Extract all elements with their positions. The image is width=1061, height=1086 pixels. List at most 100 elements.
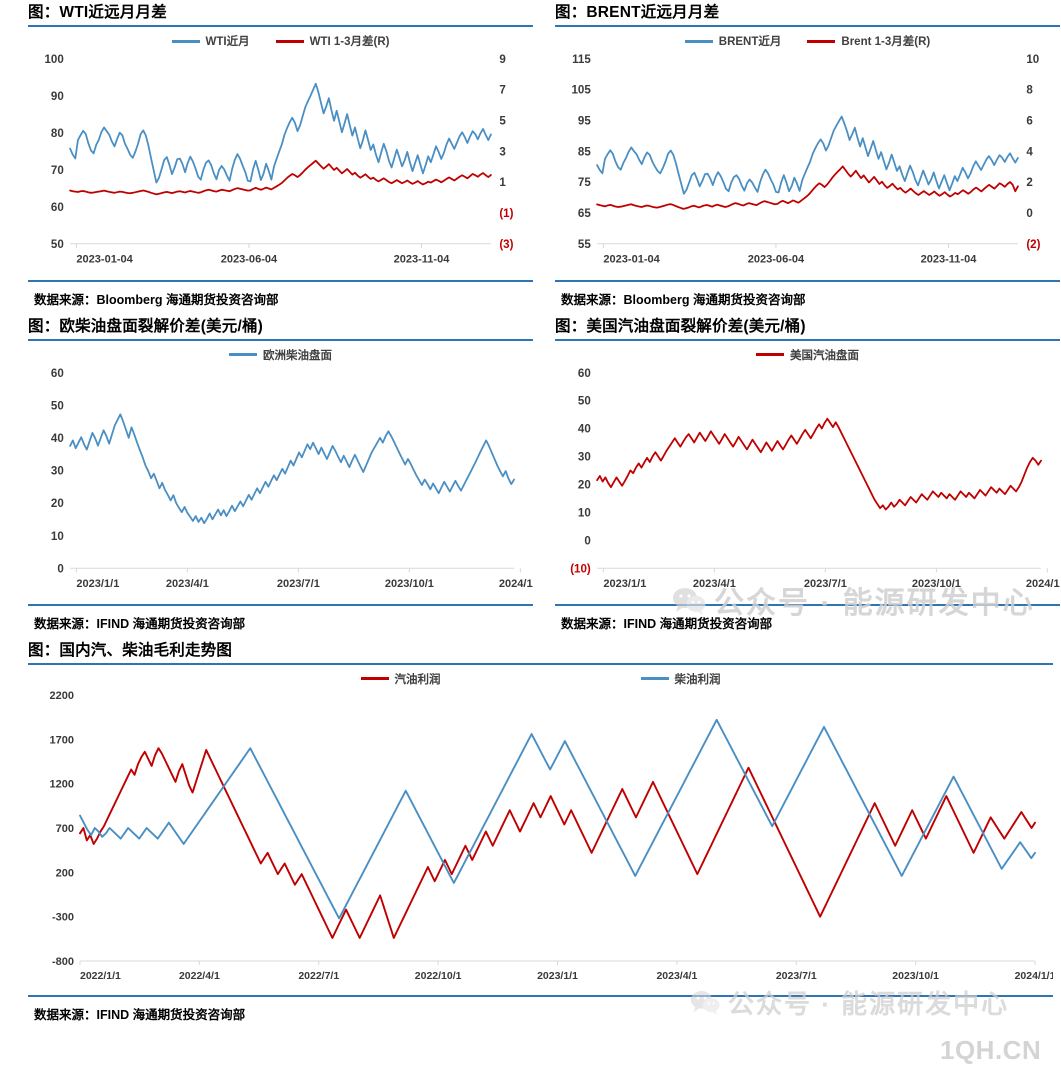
chart-eu-diesel: 60 50 40 30 20 10 0 2023/1/1 2023/4/1 2023/7/1 202… xyxy=(28,341,533,604)
svg-text:2023-11-04: 2023-11-04 xyxy=(921,254,978,266)
chart-svg-brent: 115 105 95 85 75 65 55 10 8 6 4 2 0 (2) 2023-01-04 2023… xyxy=(571,54,1040,266)
source-rule xyxy=(28,994,1053,997)
svg-text:90: 90 xyxy=(51,91,64,103)
svg-text:2023/7/1: 2023/7/1 xyxy=(776,970,817,982)
svg-text:(2): (2) xyxy=(1026,239,1040,251)
panel-eu-diesel: 图：欧柴油盘面裂解价差(美元/桶) 60 50 40 30 20 10 0 2023/1/1 2… xyxy=(28,314,533,638)
panel-wti: 图：WTI近远月月差 100 90 80 70 60 50 9 7 5 3 1 (1) (3) 2023-… xyxy=(28,0,533,314)
svg-text:200: 200 xyxy=(56,867,74,879)
svg-text:20: 20 xyxy=(578,479,591,491)
chart-domestic-margin: 2200 1700 1200 700 200 -300 -800 2022/1/1 2022/4… xyxy=(28,665,1053,995)
svg-text:-300: -300 xyxy=(52,911,74,923)
panel-us-gasoline: 图：美国汽油盘面裂解价差(美元/桶) 60 50 40 30 20 10 0 (10) 2023… xyxy=(555,314,1060,638)
svg-text:2024/1/1: 2024/1/1 xyxy=(499,578,533,590)
svg-text:105: 105 xyxy=(571,85,591,97)
svg-text:-800: -800 xyxy=(52,956,74,968)
svg-text:50: 50 xyxy=(51,239,64,251)
svg-text:60: 60 xyxy=(51,367,64,379)
svg-text:3: 3 xyxy=(499,146,506,158)
svg-text:80: 80 xyxy=(51,128,64,140)
svg-text:2022/7/1: 2022/7/1 xyxy=(298,970,339,982)
svg-text:8: 8 xyxy=(1026,85,1033,97)
svg-text:0: 0 xyxy=(57,563,63,575)
svg-text:(10): (10) xyxy=(570,563,591,575)
source-rule xyxy=(555,603,1060,606)
svg-text:2023/10/1: 2023/10/1 xyxy=(385,578,434,590)
chart-title-domestic-margin: 图：国内汽、柴油毛利走势图 xyxy=(28,641,233,659)
svg-text:40: 40 xyxy=(578,423,591,435)
svg-text:60: 60 xyxy=(578,367,591,379)
svg-text:2023/10/1: 2023/10/1 xyxy=(892,970,939,982)
source-us-gasoline: 数据来源：IFIND 海通期货投资咨询部 xyxy=(561,616,773,631)
title-rule xyxy=(28,662,1053,665)
svg-text:50: 50 xyxy=(51,400,64,412)
svg-text:6: 6 xyxy=(1026,115,1033,127)
svg-text:2023-01-04: 2023-01-04 xyxy=(603,254,660,266)
chart-svg-eu-diesel: 60 50 40 30 20 10 0 2023/1/1 2023/4/1 2023/7/1 202… xyxy=(51,367,533,590)
chart-title-eu-diesel: 图：欧柴油盘面裂解价差(美元/桶) xyxy=(28,317,264,335)
svg-text:2024/1/1: 2024/1/1 xyxy=(1015,970,1053,982)
title-rule xyxy=(28,338,533,341)
svg-text:2023/1/1: 2023/1/1 xyxy=(603,578,646,590)
svg-text:100: 100 xyxy=(44,54,63,66)
svg-text:85: 85 xyxy=(578,146,591,158)
chart-title-brent: 图：BRENT近远月月差 xyxy=(555,4,720,21)
svg-text:2023-06-04: 2023-06-04 xyxy=(221,254,278,266)
svg-text:9: 9 xyxy=(499,54,505,66)
source-rule xyxy=(28,279,533,282)
report-grid: 图：WTI近远月月差 100 90 80 70 60 50 9 7 5 3 1 (1) (3) 2023-… xyxy=(28,0,1060,1029)
svg-text:1: 1 xyxy=(499,177,506,189)
svg-text:20: 20 xyxy=(51,498,64,510)
source-brent: 数据来源：Bloomberg 海通期货投资咨询部 xyxy=(561,292,806,307)
svg-text:2023/7/1: 2023/7/1 xyxy=(277,578,320,590)
svg-text:70: 70 xyxy=(51,165,64,177)
chart-wti: 100 90 80 70 60 50 9 7 5 3 1 (1) (3) 2023-01-04 2023-0… xyxy=(28,27,533,280)
svg-text:40: 40 xyxy=(51,432,64,444)
svg-text:(1): (1) xyxy=(499,208,513,220)
chart-svg-us-gasoline: 60 50 40 30 20 10 0 (10) 2023/1/1 2023/4/1 2023/7/… xyxy=(570,367,1060,590)
svg-text:95: 95 xyxy=(578,115,591,127)
chart-svg-domestic-margin: 2200 1700 1200 700 200 -300 -800 2022/1/1 2022/4… xyxy=(50,690,1053,982)
svg-text:60: 60 xyxy=(51,202,64,214)
source-rule xyxy=(555,279,1060,282)
source-eu-diesel: 数据来源：IFIND 海通期货投资咨询部 xyxy=(34,616,246,631)
svg-text:10: 10 xyxy=(51,530,64,542)
svg-text:65: 65 xyxy=(578,208,591,220)
svg-text:50: 50 xyxy=(578,395,591,407)
svg-text:(3): (3) xyxy=(499,239,513,251)
svg-text:10: 10 xyxy=(578,507,591,519)
svg-text:2023-11-04: 2023-11-04 xyxy=(394,254,451,266)
chart-us-gasoline: 60 50 40 30 20 10 0 (10) 2023/1/1 2023/4/1 2023/7/… xyxy=(555,341,1060,604)
svg-text:2023/1/1: 2023/1/1 xyxy=(76,578,119,590)
svg-text:2024/1/1: 2024/1/1 xyxy=(1026,578,1060,590)
chart-svg-wti: 100 90 80 70 60 50 9 7 5 3 1 (1) (3) 2023-01-04 2023-0… xyxy=(44,54,513,266)
svg-text:2023/4/1: 2023/4/1 xyxy=(693,578,736,590)
svg-text:2023-06-04: 2023-06-04 xyxy=(748,254,805,266)
svg-text:1200: 1200 xyxy=(50,778,74,790)
svg-text:5: 5 xyxy=(499,115,506,127)
chart-title-wti: 图：WTI近远月月差 xyxy=(28,4,167,21)
chart-title-us-gasoline: 图：美国汽油盘面裂解价差(美元/桶) xyxy=(555,317,806,335)
panel-brent: 图：BRENT近远月月差 115 105 95 85 75 65 55 10 8 6 4 2 0 (2) 2… xyxy=(555,0,1060,314)
svg-text:2022/4/1: 2022/4/1 xyxy=(179,970,220,982)
source-wti: 数据来源：Bloomberg 海通期货投资咨询部 xyxy=(34,292,279,307)
chart-brent: 115 105 95 85 75 65 55 10 8 6 4 2 0 (2) 2023-01-04 2023… xyxy=(555,27,1060,280)
svg-text:2023-01-04: 2023-01-04 xyxy=(76,254,133,266)
svg-text:30: 30 xyxy=(578,451,591,463)
svg-text:2023/10/1: 2023/10/1 xyxy=(912,578,961,590)
svg-text:700: 700 xyxy=(56,823,74,835)
svg-text:0: 0 xyxy=(584,535,590,547)
title-rule xyxy=(555,25,1060,27)
svg-text:75: 75 xyxy=(578,177,591,189)
svg-text:2023/7/1: 2023/7/1 xyxy=(804,578,847,590)
svg-text:1700: 1700 xyxy=(50,734,74,746)
svg-text:7: 7 xyxy=(499,85,505,97)
svg-text:2023/1/1: 2023/1/1 xyxy=(537,970,578,982)
watermark-logo: 1QH.CN xyxy=(940,1035,1042,1065)
source-domestic-margin: 数据来源：IFIND 海通期货投资咨询部 xyxy=(34,1007,246,1022)
svg-text:2200: 2200 xyxy=(50,690,74,702)
svg-text:115: 115 xyxy=(572,54,591,66)
panel-domestic-margin: 图：国内汽、柴油毛利走势图 2200 1700 1200 700 200 -300 -800… xyxy=(28,638,1053,1029)
svg-text:2022/1/1: 2022/1/1 xyxy=(80,970,121,982)
svg-text:2023/4/1: 2023/4/1 xyxy=(166,578,209,590)
